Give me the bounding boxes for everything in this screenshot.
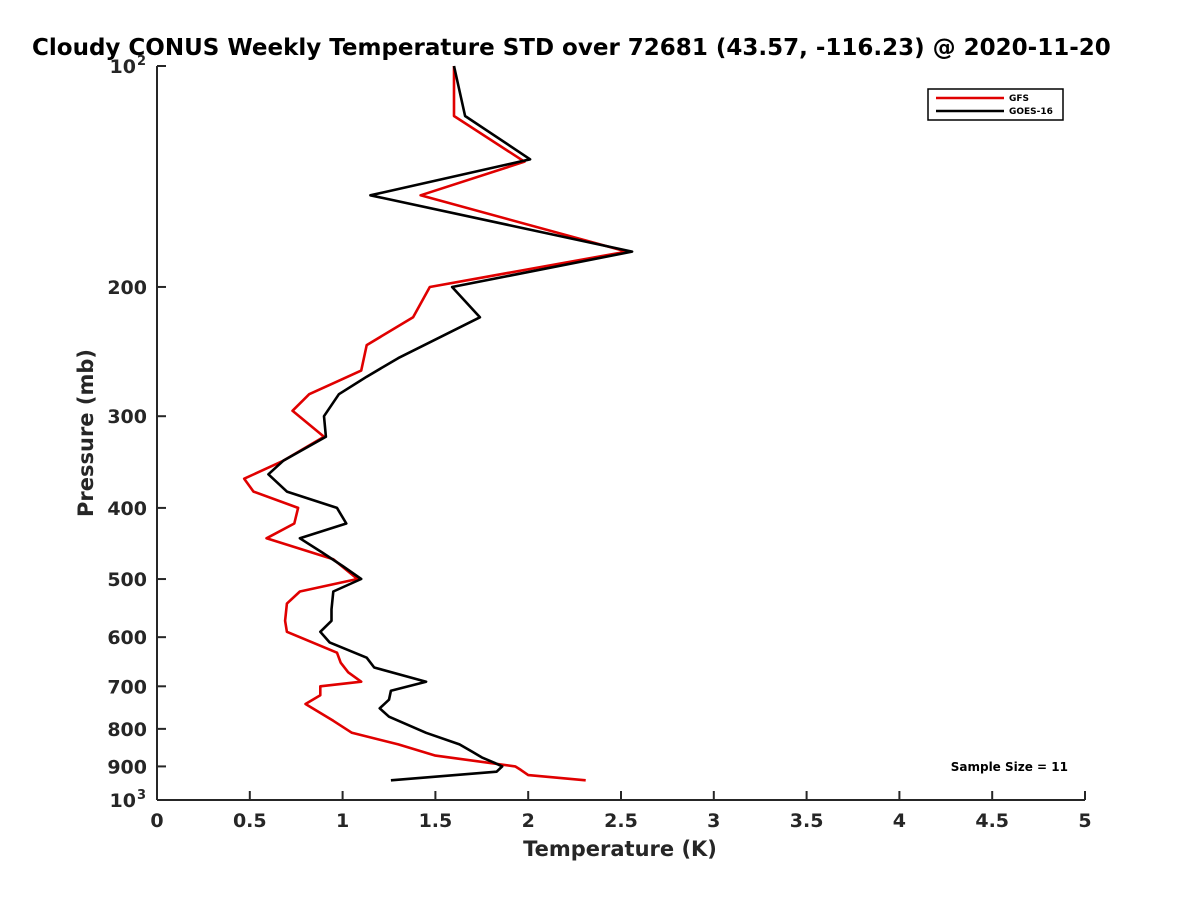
y-tick-label: 10 [110,790,136,812]
x-tick-label: 1.5 [419,810,453,832]
y-tick-label: 700 [107,676,147,698]
y-tick-label: 800 [107,719,147,741]
legend-label: GFS [1009,94,1029,104]
axes: 0 0.5 1 1.5 2 2.5 3 3.5 4 4.5 510 22003004005006007… [107,54,1091,832]
y-tick-label: 300 [107,406,147,428]
y-tick-label: 400 [107,498,147,520]
x-tick-label: 5 [1078,810,1091,832]
x-tick-label: 2.5 [604,810,638,832]
x-tick-label: 3.5 [790,810,824,832]
x-tick-label: 2 [522,810,535,832]
y-tick-exponent: 3 [137,788,146,803]
y-tick-label: 500 [107,569,147,591]
plot-area [242,65,634,782]
y-tick-label: 10 [110,56,136,78]
y-tick-label: 900 [107,756,147,778]
x-tick-label: 3 [707,810,720,832]
x-tick-label: 4 [893,810,906,832]
x-axis-label: Temperature (K) [523,837,717,861]
x-tick-label: 4.5 [975,810,1009,832]
sample-size-annotation: Sample Size = 11 [951,760,1068,774]
x-tick-label: 0 [150,810,163,832]
legend: GFS GOES-16 [927,88,1064,121]
y-tick-label: 600 [107,627,147,649]
y-tick-label: 200 [107,277,147,299]
x-tick-label: 1 [336,810,349,832]
legend-label: GOES-16 [1009,107,1053,117]
chart-title: Cloudy CONUS Weekly Temperature STD over… [32,35,1111,61]
series-line-gfs [242,66,628,782]
series-line-goes-16 [267,65,634,782]
y-axis-label: Pressure (mb) [74,349,98,517]
y-tick-exponent: 2 [137,54,146,69]
x-tick-label: 0.5 [233,810,267,832]
legend-box [927,88,1064,121]
